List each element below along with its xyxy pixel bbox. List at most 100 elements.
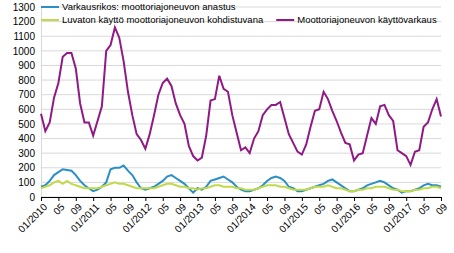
y-tick-label: 400 <box>18 133 35 144</box>
x-tick-label: 09 <box>434 201 450 217</box>
y-tick-label: 100 <box>18 177 35 188</box>
legend-label: Moottoriajoneuvon käyttövarkaus <box>297 14 437 25</box>
x-tick-mark <box>406 197 407 201</box>
y-tick-label: 1100 <box>13 31 35 42</box>
x-tick-label: 05 <box>51 201 67 217</box>
y-tick-label: 700 <box>18 89 35 100</box>
x-tick-mark <box>389 197 390 201</box>
y-tick: 400 <box>18 133 41 144</box>
x-tick-label: 01/2012 <box>120 201 154 235</box>
x-tick: 05 <box>103 197 119 217</box>
chart: 0 100 200 300 400 500 600 700 800 900 1000 1100 1200… <box>0 0 454 253</box>
y-tick-label: 1300 <box>13 2 36 13</box>
y-axis-line <box>41 8 42 198</box>
x-tick: 01/2010 <box>16 197 50 235</box>
x-tick-mark <box>319 197 320 201</box>
x-tick-mark <box>76 197 77 201</box>
x-tick-mark <box>441 197 442 201</box>
grid-line <box>41 50 441 51</box>
x-tick: 01/2015 <box>277 197 311 235</box>
x-tick: 05 <box>51 197 67 217</box>
x-tick: 01/2011 <box>69 197 102 234</box>
x-tick: 05 <box>416 197 432 217</box>
x-tick: 01/2013 <box>172 197 206 235</box>
y-tick-label: 500 <box>18 119 35 130</box>
y-tick-label: 900 <box>18 60 35 71</box>
y-tick: 1300 <box>13 2 41 13</box>
y-axis: 0 100 200 300 400 500 600 700 800 900 1000 1100 1200… <box>13 2 42 203</box>
grid-line <box>41 65 441 66</box>
grid-line <box>41 167 441 168</box>
y-tick-label: 1000 <box>13 46 36 57</box>
x-tick: 01/2016 <box>329 197 363 235</box>
y-tick: 1100 <box>13 31 41 42</box>
x-tick-mark <box>41 197 42 201</box>
x-tick-mark <box>111 197 112 201</box>
x-tick: 09 <box>434 197 450 217</box>
legend: Varkausrikos: moottoriajoneuvon anastus L… <box>41 1 437 25</box>
x-tick-label: 01/2015 <box>277 201 311 235</box>
x-tick-mark <box>284 197 285 201</box>
series-line <box>41 166 441 193</box>
y-tick-label: 800 <box>18 75 35 86</box>
legend-item: Moottoriajoneuvon käyttövarkaus <box>276 14 437 25</box>
y-tick: 1000 <box>13 46 41 57</box>
y-tick-label: 600 <box>18 104 35 115</box>
x-tick-mark <box>267 197 268 201</box>
y-tick-label: 300 <box>18 148 35 159</box>
x-tick-mark <box>215 197 216 201</box>
grid-line <box>41 36 441 37</box>
y-tick: 0 <box>29 192 41 203</box>
grid-line <box>41 138 441 139</box>
grid <box>41 7 441 197</box>
x-tick-label: 01/2017 <box>381 201 415 235</box>
y-tick: 100 <box>18 177 41 188</box>
legend-swatch <box>41 6 59 8</box>
x-tick-mark <box>128 197 129 201</box>
x-tick: 01/2017 <box>381 197 415 235</box>
y-tick-label: 0 <box>29 192 35 203</box>
grid-line <box>41 80 441 81</box>
x-tick-mark <box>302 197 303 201</box>
series-line <box>41 181 441 191</box>
x-axis: 01/2010050901/2011050901/2012050901/2013… <box>16 197 450 235</box>
x-tick-mark <box>354 197 355 201</box>
x-tick-mark <box>198 197 199 201</box>
x-tick-label: 01/2010 <box>16 201 50 235</box>
x-tick-mark <box>163 197 164 201</box>
legend-item: Luvaton käyttö moottoriajoneuvon kohdist… <box>41 14 264 25</box>
x-tick-label: 01/2011 <box>69 201 102 234</box>
x-axis-line <box>42 198 442 202</box>
grid-line <box>41 123 441 124</box>
x-tick-label: 05 <box>416 201 432 217</box>
y-tick: 700 <box>18 89 41 100</box>
x-tick-label: 05 <box>103 201 119 217</box>
x-tick-label: 01/2016 <box>329 201 363 235</box>
x-tick-mark <box>145 197 146 201</box>
x-tick: 05 <box>208 197 224 217</box>
x-tick-label: 01/2013 <box>172 201 206 235</box>
x-tick: 05 <box>155 197 171 217</box>
x-tick-mark <box>337 197 338 201</box>
legend-label: Varkausrikos: moottoriajoneuvon anastus <box>62 1 236 12</box>
x-tick: 01/2014 <box>225 197 259 235</box>
x-tick-mark <box>232 197 233 201</box>
lines <box>41 27 441 192</box>
x-tick-mark <box>180 197 181 201</box>
x-tick-label: 05 <box>208 201 224 217</box>
y-tick-label: 1200 <box>13 16 36 27</box>
y-tick: 200 <box>18 162 41 173</box>
grid-line <box>41 94 441 95</box>
x-tick: 05 <box>260 197 276 217</box>
x-tick-label: 05 <box>364 201 380 217</box>
x-tick-mark <box>424 197 425 201</box>
series-line <box>41 27 441 164</box>
x-tick: 05 <box>312 197 328 217</box>
legend-label: Luvaton käyttö moottoriajoneuvon kohdist… <box>62 14 264 25</box>
y-tick-label: 200 <box>18 162 35 173</box>
x-tick-mark <box>250 197 251 201</box>
x-tick-mark <box>58 197 59 201</box>
x-tick: 01/2012 <box>120 197 154 235</box>
y-tick: 600 <box>18 104 41 115</box>
y-tick: 800 <box>18 75 41 86</box>
